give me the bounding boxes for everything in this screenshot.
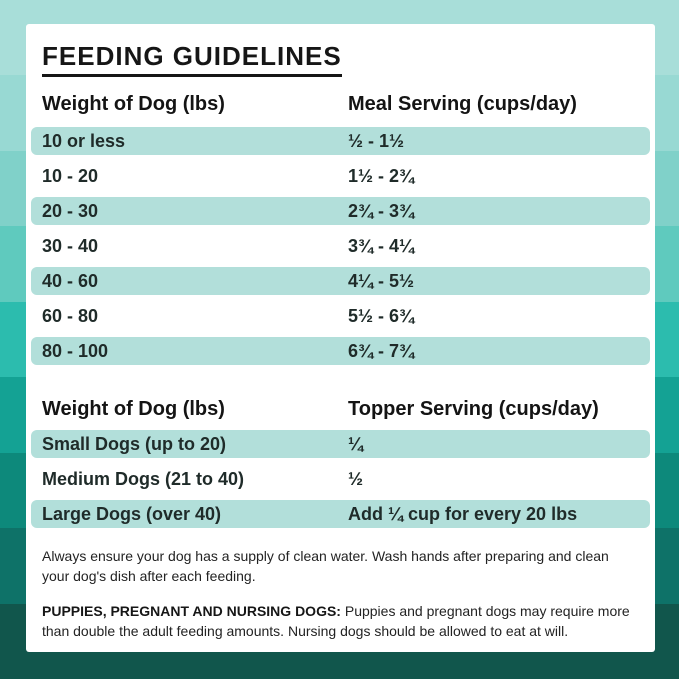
weight-column-header: Weight of Dog (lbs): [42, 398, 225, 420]
table-row: Small Dogs (up to 20) ¼: [31, 430, 650, 458]
table-row: 80 - 100 6¾ - 7¾: [31, 337, 650, 365]
weight-range: 30 - 40: [42, 235, 99, 256]
serving-amount: 5½ - 6¾: [348, 305, 415, 326]
puppies-pregnant-nursing-note: PUPPIES, PREGNANT AND NURSING DOGS: Pupp…: [42, 601, 639, 642]
topper-table-header: Weight of Dog (lbs) Topper Serving (cups…: [42, 398, 639, 421]
note-body: Puppies and pregnant dogs may require mo…: [42, 602, 630, 639]
serving-amount: 3¾ - 4¼: [348, 235, 415, 256]
meal-serving-column-header: Meal Serving (cups/day): [348, 93, 577, 115]
table-row: 30 - 40 3¾ - 4¼: [31, 232, 650, 260]
dog-size-category: Large Dogs (over 40): [42, 503, 222, 524]
weight-range: 60 - 80: [42, 305, 99, 326]
weight-column-header: Weight of Dog (lbs): [42, 93, 225, 115]
footer-notes: Always ensure your dog has a supply of c…: [42, 546, 639, 641]
topper-serving-column-header: Topper Serving (cups/day): [348, 398, 599, 420]
serving-amount: Add ¼ cup for every 20 lbs: [348, 503, 578, 524]
weight-range: 40 - 60: [42, 270, 99, 291]
weight-range: 10 or less: [42, 130, 126, 151]
guidelines-card: FEEDING GUIDELINES Weight of Dog (lbs) M…: [26, 24, 655, 652]
table-row: 10 or less ½ - 1½: [31, 127, 650, 155]
dog-size-category: Small Dogs (up to 20): [42, 433, 227, 454]
note-lead-in: PUPPIES, PREGNANT AND NURSING DOGS:: [42, 602, 341, 619]
table-row: 10 - 20 1½ - 2¾: [31, 162, 650, 190]
table-row: Large Dogs (over 40) Add ¼ cup for every…: [31, 500, 650, 528]
serving-amount: ½: [348, 468, 364, 489]
serving-amount: ½ - 1½: [348, 130, 405, 151]
serving-amount: 1½ - 2¾: [348, 165, 415, 186]
clean-water-note: Always ensure your dog has a supply of c…: [42, 548, 609, 585]
serving-amount: 4¼ - 5½: [348, 270, 415, 291]
table-row: 40 - 60 4¼ - 5½: [31, 267, 650, 295]
serving-amount: ¼: [348, 433, 364, 454]
table-row: Medium Dogs (21 to 40) ½: [31, 465, 650, 493]
table-row: 60 - 80 5½ - 6¾: [31, 302, 650, 330]
serving-amount: 2¾ - 3¾: [348, 200, 415, 221]
table-row: 20 - 30 2¾ - 3¾: [31, 197, 650, 225]
page-title: FEEDING GUIDELINES: [42, 43, 342, 77]
serving-amount: 6¾ - 7¾: [348, 340, 415, 361]
weight-range: 20 - 30: [42, 200, 99, 221]
topper-table: Small Dogs (up to 20) ¼ Medium Dogs (21 …: [31, 430, 650, 528]
weight-range: 10 - 20: [42, 165, 99, 186]
weight-range: 80 - 100: [42, 340, 109, 361]
meal-table-header: Weight of Dog (lbs) Meal Serving (cups/d…: [42, 93, 639, 116]
dog-size-category: Medium Dogs (21 to 40): [42, 468, 245, 489]
meal-table: 10 or less ½ - 1½ 10 - 20 1½ - 2¾ 20 - 3…: [31, 127, 650, 365]
